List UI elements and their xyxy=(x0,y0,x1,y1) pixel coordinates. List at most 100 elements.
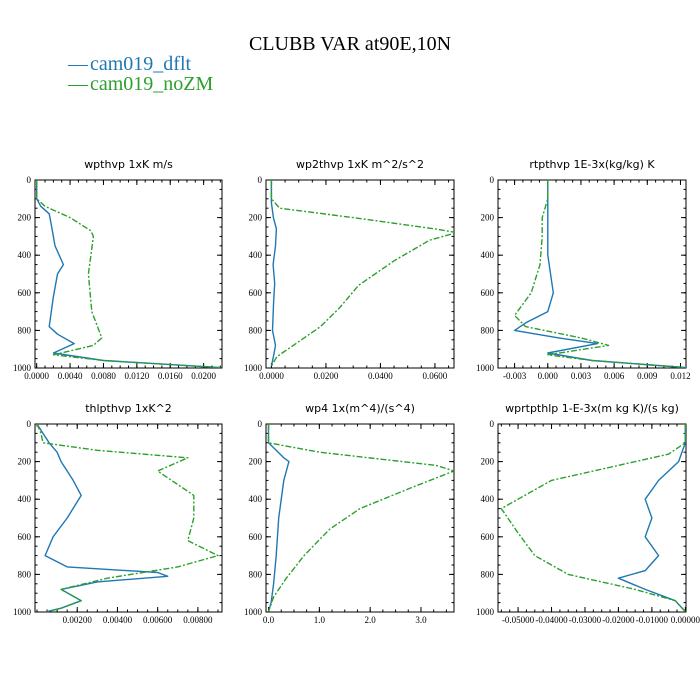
series-line-cam019_noZM xyxy=(36,180,221,368)
series-line-cam019_noZM xyxy=(500,424,686,612)
x-tick-label: 0.0160 xyxy=(158,371,183,381)
series-line-cam019_dflt xyxy=(617,424,686,612)
y-tick-label: 400 xyxy=(481,494,495,504)
y-tick-label: 600 xyxy=(249,288,263,298)
y-tick-label: 1000 xyxy=(476,363,495,373)
y-tick-label: 200 xyxy=(18,213,32,223)
x-tick-label: -0.01000 xyxy=(636,615,669,625)
series-line-cam019_dflt xyxy=(270,180,278,367)
y-tick-label: 200 xyxy=(481,213,495,223)
series-line-cam019_noZM xyxy=(270,180,454,367)
y-tick-label: 800 xyxy=(18,569,32,579)
y-tick-label: 400 xyxy=(249,494,263,504)
x-tick-label: 0.009 xyxy=(637,371,658,381)
y-tick-label: 1000 xyxy=(476,607,495,617)
x-tick-label: 0.0600 xyxy=(423,371,448,381)
y-tick-label: 200 xyxy=(249,457,263,467)
series-line-cam019_dflt xyxy=(36,180,221,368)
y-tick-label: 0 xyxy=(258,419,263,429)
y-tick-label: 400 xyxy=(18,494,32,504)
x-tick-label: -0.003 xyxy=(503,371,527,381)
panel-title: wp2thvp 1xK m^2/s^2 xyxy=(296,158,424,171)
x-tick-label: -0.04000 xyxy=(535,615,568,625)
x-tick-label: 0.00800 xyxy=(183,615,213,625)
panel-title: wpthvp 1xK m/s xyxy=(84,158,173,171)
x-tick-label: 0.0200 xyxy=(191,371,216,381)
y-tick-label: 200 xyxy=(18,457,32,467)
series-line-cam019_noZM xyxy=(267,424,454,612)
y-tick-label: 200 xyxy=(249,213,263,223)
y-tick-label: 1000 xyxy=(244,363,263,373)
series-line-cam019_noZM xyxy=(513,180,686,368)
x-tick-label: 0.0080 xyxy=(91,371,116,381)
y-tick-label: 600 xyxy=(481,532,495,542)
y-tick-label: 200 xyxy=(481,457,495,467)
legend-nozm-label: cam019_noZM xyxy=(90,73,214,95)
y-tick-label: 600 xyxy=(249,532,263,542)
panel-title: thlpthvp 1xK^2 xyxy=(85,402,172,415)
y-tick-label: 400 xyxy=(18,250,32,260)
y-tick-label: 0 xyxy=(27,419,32,429)
y-tick-label: 600 xyxy=(481,288,495,298)
x-tick-label: 0.00600 xyxy=(143,615,173,625)
y-tick-label: 0 xyxy=(490,175,495,185)
y-tick-label: 800 xyxy=(18,325,32,335)
chart-panel-6: wprtpthlp 1-E-3x(m kg K)/(s kg) 0 200 400 60… xyxy=(476,402,700,625)
legend-item-dflt: — cam019_dflt xyxy=(67,53,192,75)
y-tick-label: 400 xyxy=(481,250,495,260)
series-line-cam019_dflt xyxy=(36,424,169,612)
x-tick-label: 1.0 xyxy=(314,615,326,625)
x-tick-label: -0.05000 xyxy=(502,615,535,625)
x-tick-label: 0.000 xyxy=(538,371,559,381)
figure-title: CLUBB VAR at90E,10N xyxy=(249,33,451,55)
x-tick-label: 0.0000 xyxy=(259,371,284,381)
x-tick-label: 2.0 xyxy=(365,615,377,625)
legend-item-nozm: — cam019_noZM xyxy=(67,73,214,95)
series-line-cam019_dflt xyxy=(267,424,290,612)
x-tick-label: 0.00000 xyxy=(671,615,700,625)
x-tick-label: 0.00200 xyxy=(63,615,93,625)
x-tick-label: 0.006 xyxy=(604,371,625,381)
x-tick-label: 0.0120 xyxy=(124,371,149,381)
x-tick-label: 0.012 xyxy=(670,371,690,381)
series-line-cam019_noZM xyxy=(36,424,219,612)
x-tick-label: 0.003 xyxy=(571,371,592,381)
panel-title: wp4 1x(m^4)/(s^4) xyxy=(305,402,415,415)
y-tick-label: 800 xyxy=(249,325,263,335)
y-tick-label: 800 xyxy=(481,569,495,579)
x-tick-label: 3.0 xyxy=(415,615,427,625)
y-tick-label: 800 xyxy=(481,325,495,335)
x-tick-label: 0.00400 xyxy=(103,615,133,625)
y-tick-label: 1000 xyxy=(13,607,32,617)
legend: — cam019_dflt — cam019_noZM xyxy=(67,53,214,95)
x-tick-label: -0.03000 xyxy=(569,615,602,625)
y-tick-label: 800 xyxy=(249,569,263,579)
y-tick-label: 0 xyxy=(258,175,263,185)
y-tick-label: 600 xyxy=(18,288,32,298)
legend-dflt-label: cam019_dflt xyxy=(90,53,192,75)
y-tick-label: 0 xyxy=(27,175,32,185)
series-line-cam019_dflt xyxy=(513,180,686,368)
x-tick-label: 0.0200 xyxy=(314,371,339,381)
panel-title: rtpthvp 1E-3x(kg/kg) K xyxy=(529,158,655,171)
chart-panel-2: wp2thvp 1xK m^2/s^2 0 200 400 600 800 10000.00… xyxy=(244,158,455,381)
x-tick-label: 0.0000 xyxy=(24,371,49,381)
y-tick-label: 1000 xyxy=(244,607,263,617)
x-tick-label: 0.0400 xyxy=(368,371,393,381)
x-tick-label: 0.0040 xyxy=(58,371,83,381)
y-tick-label: 600 xyxy=(18,532,32,542)
panel-title: wprtpthlp 1-E-3x(m kg K)/(s kg) xyxy=(505,402,679,415)
y-tick-label: 1000 xyxy=(13,363,32,373)
x-tick-label: -0.02000 xyxy=(602,615,635,625)
chart-panel-3: rtpthvp 1E-3x(kg/kg) K 0 200 400 600 800 1000-… xyxy=(476,158,691,381)
legend-nozm-swatch: — xyxy=(67,73,89,95)
legend-dflt-swatch: — xyxy=(67,53,89,75)
x-tick-label: 0.0 xyxy=(263,615,275,625)
chart-panel-4: thlpthvp 1xK^2 0 200 400 600 800 1000 0.00200 0.… xyxy=(13,402,223,625)
y-tick-label: 0 xyxy=(490,419,495,429)
